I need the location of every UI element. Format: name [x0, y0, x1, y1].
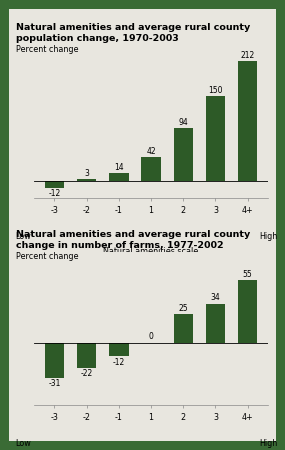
Text: Natural amenities scale: Natural amenities scale — [103, 247, 199, 256]
Text: 14: 14 — [114, 163, 124, 172]
Bar — [174, 128, 193, 181]
Text: High: High — [259, 439, 277, 448]
Bar — [77, 179, 96, 181]
Text: -22: -22 — [81, 369, 93, 378]
Bar — [109, 173, 129, 181]
Text: Natural amenities and average rural county
population change, 1970-2003: Natural amenities and average rural coun… — [15, 23, 250, 43]
Bar — [109, 342, 129, 356]
Text: -31: -31 — [48, 379, 61, 388]
Bar — [77, 342, 96, 368]
Bar — [238, 61, 257, 181]
Text: 3: 3 — [84, 170, 89, 179]
Text: 212: 212 — [241, 51, 255, 60]
Text: 150: 150 — [208, 86, 223, 95]
Text: 25: 25 — [178, 304, 188, 313]
Bar — [174, 315, 193, 342]
Text: Natural amenities and average rural county
change in number of farms, 1977-2002: Natural amenities and average rural coun… — [15, 230, 250, 250]
Text: 34: 34 — [211, 293, 220, 302]
Text: High: High — [259, 232, 277, 241]
Text: Low: Low — [15, 232, 31, 241]
Bar — [206, 96, 225, 181]
Text: Percent change: Percent change — [15, 252, 78, 261]
Text: Percent change: Percent change — [15, 45, 78, 54]
Text: Low: Low — [15, 439, 31, 448]
Bar — [45, 181, 64, 188]
Text: -12: -12 — [48, 189, 61, 198]
Text: 55: 55 — [243, 270, 253, 279]
Text: 42: 42 — [146, 147, 156, 156]
Text: 94: 94 — [178, 118, 188, 127]
Text: -12: -12 — [113, 358, 125, 367]
Bar — [238, 280, 257, 342]
Bar — [45, 342, 64, 378]
Bar — [206, 304, 225, 342]
Bar — [141, 157, 161, 181]
Text: 0: 0 — [148, 332, 154, 341]
